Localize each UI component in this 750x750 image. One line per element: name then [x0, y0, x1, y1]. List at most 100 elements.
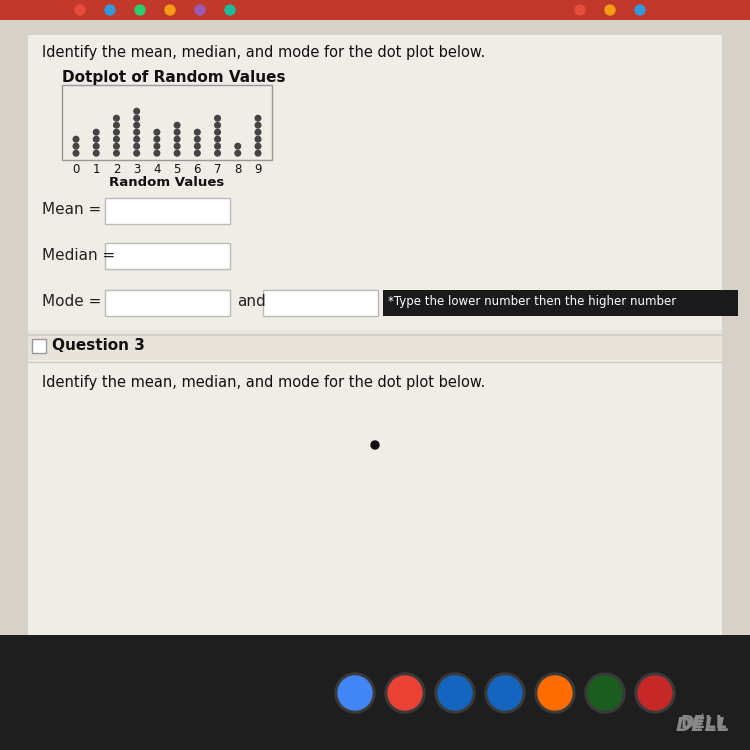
Text: Mode =: Mode =: [42, 295, 101, 310]
Circle shape: [214, 143, 220, 149]
Circle shape: [165, 5, 175, 15]
Circle shape: [174, 136, 180, 142]
Circle shape: [638, 676, 672, 710]
Circle shape: [335, 673, 375, 713]
Text: 4: 4: [153, 163, 160, 176]
Bar: [28, 330, 722, 360]
Circle shape: [194, 136, 200, 142]
Circle shape: [255, 151, 261, 156]
Circle shape: [114, 130, 119, 135]
Circle shape: [371, 441, 379, 449]
Circle shape: [154, 136, 160, 142]
Text: 9: 9: [254, 163, 262, 176]
Circle shape: [94, 136, 99, 142]
Circle shape: [385, 673, 425, 713]
Circle shape: [575, 5, 585, 15]
Circle shape: [114, 136, 119, 142]
Bar: [28, 362, 722, 460]
Circle shape: [174, 143, 180, 149]
Circle shape: [154, 151, 160, 156]
Text: 3: 3: [133, 163, 140, 176]
Circle shape: [194, 130, 200, 135]
Circle shape: [214, 122, 220, 128]
Circle shape: [588, 676, 622, 710]
Text: 7: 7: [214, 163, 221, 176]
Text: Random Values: Random Values: [110, 176, 225, 189]
Text: Identify the mean, median, and mode for the dot plot below.: Identify the mean, median, and mode for …: [42, 45, 485, 60]
Text: *Type the lower number then the higher number: *Type the lower number then the higher n…: [388, 296, 676, 308]
Circle shape: [134, 143, 140, 149]
Circle shape: [214, 136, 220, 142]
Circle shape: [105, 5, 115, 15]
Circle shape: [438, 676, 472, 710]
Circle shape: [174, 130, 180, 135]
Circle shape: [75, 5, 85, 15]
Circle shape: [134, 136, 140, 142]
Circle shape: [94, 143, 99, 149]
Text: Mean =: Mean =: [42, 202, 101, 217]
Circle shape: [194, 151, 200, 156]
Text: 1: 1: [92, 163, 100, 176]
Bar: [383, 290, 738, 316]
Circle shape: [538, 676, 572, 710]
Text: DELL: DELL: [676, 716, 730, 735]
Bar: [32, 339, 46, 353]
Circle shape: [435, 673, 475, 713]
Circle shape: [114, 143, 119, 149]
Circle shape: [114, 151, 119, 156]
Circle shape: [74, 151, 79, 156]
Circle shape: [235, 151, 241, 156]
Circle shape: [388, 676, 422, 710]
Circle shape: [134, 109, 140, 114]
Circle shape: [114, 122, 119, 128]
Circle shape: [485, 673, 525, 713]
Circle shape: [214, 130, 220, 135]
Text: Median =: Median =: [42, 248, 116, 262]
Text: 2: 2: [112, 163, 120, 176]
Circle shape: [605, 5, 615, 15]
Circle shape: [225, 5, 235, 15]
Circle shape: [74, 143, 79, 149]
Bar: [105, 290, 230, 316]
Bar: [263, 290, 378, 316]
Circle shape: [134, 122, 140, 128]
Circle shape: [255, 143, 261, 149]
Text: Identify the mean, median, and mode for the dot plot below.: Identify the mean, median, and mode for …: [42, 375, 485, 390]
Bar: [28, 35, 722, 635]
Text: Dotplot of Random Values: Dotplot of Random Values: [62, 70, 286, 85]
Circle shape: [174, 122, 180, 128]
Bar: [105, 243, 230, 269]
Circle shape: [255, 130, 261, 135]
Circle shape: [174, 151, 180, 156]
Circle shape: [154, 143, 160, 149]
Circle shape: [214, 116, 220, 121]
Circle shape: [255, 116, 261, 121]
Circle shape: [74, 136, 79, 142]
Circle shape: [94, 151, 99, 156]
Circle shape: [134, 151, 140, 156]
Circle shape: [235, 143, 241, 149]
Text: 6: 6: [194, 163, 201, 176]
Circle shape: [94, 130, 99, 135]
Circle shape: [255, 136, 261, 142]
Circle shape: [338, 676, 372, 710]
Circle shape: [255, 122, 261, 128]
Circle shape: [154, 130, 160, 135]
Text: and: and: [237, 295, 266, 310]
Circle shape: [134, 130, 140, 135]
Bar: [105, 198, 230, 224]
Bar: [62, 85, 272, 160]
Circle shape: [134, 116, 140, 121]
Circle shape: [114, 116, 119, 121]
Circle shape: [214, 151, 220, 156]
Bar: [0, 0, 750, 20]
Text: 0: 0: [72, 163, 80, 176]
Bar: [0, 635, 750, 750]
Circle shape: [535, 673, 575, 713]
Circle shape: [635, 673, 675, 713]
Text: 8: 8: [234, 163, 242, 176]
Circle shape: [488, 676, 522, 710]
Circle shape: [194, 143, 200, 149]
Circle shape: [635, 5, 645, 15]
Text: DɆLL: DɆLL: [680, 714, 726, 732]
